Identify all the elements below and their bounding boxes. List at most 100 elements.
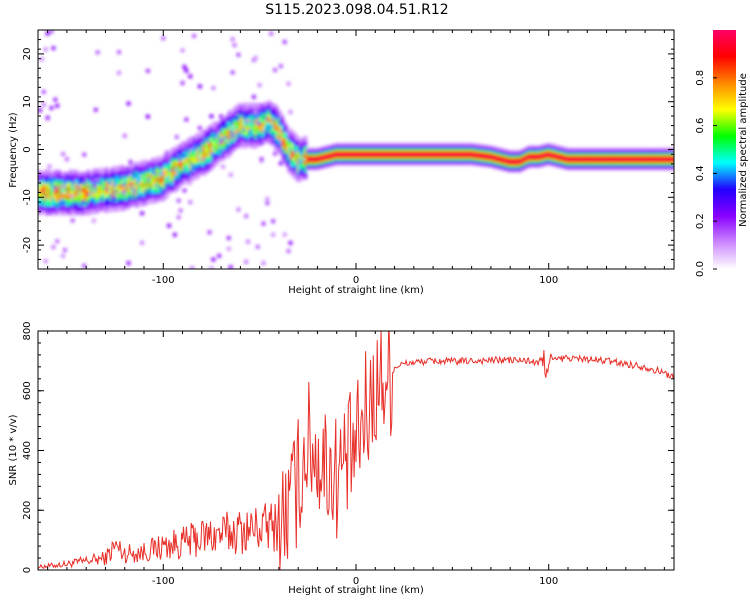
heatmap-cell — [177, 172, 181, 176]
heatmap-cell — [129, 163, 133, 167]
spectrogram-xlabel: Height of straight line (km) — [288, 285, 424, 296]
heatmap-cell — [246, 124, 250, 128]
heatmap-cell — [211, 86, 216, 91]
heatmap-cell — [75, 186, 79, 190]
heatmap-cell — [420, 152, 424, 156]
heatmap-cell — [235, 131, 239, 135]
heatmap-cell — [134, 176, 138, 180]
heatmap-cell — [298, 143, 302, 147]
heatmap-cell — [549, 160, 553, 164]
heatmap-cell — [132, 169, 136, 173]
heatmap-cell — [396, 150, 400, 154]
heatmap-cell — [129, 191, 133, 195]
heatmap-cell — [520, 151, 524, 155]
heatmap-cell — [265, 101, 269, 105]
heatmap-cell — [53, 188, 57, 192]
y-tick-label: 0 — [22, 567, 33, 573]
heatmap-cell — [229, 124, 233, 128]
heatmap-cell — [358, 159, 362, 163]
heatmap-cell — [527, 148, 531, 151]
heatmap-cell — [531, 150, 535, 154]
colorbar-tick-label: 0.6 — [695, 118, 706, 134]
heatmap-cell — [107, 202, 111, 206]
heatmap-cell — [610, 159, 614, 163]
heatmap-cell — [65, 174, 69, 178]
heatmap-cell — [472, 155, 476, 159]
heatmap-cell — [581, 155, 585, 159]
heatmap-cell — [140, 211, 145, 216]
heatmap-cell — [103, 186, 107, 190]
heatmap-cell — [508, 155, 512, 159]
heatmap-cell — [425, 143, 429, 147]
heatmap-cell — [294, 160, 298, 164]
heatmap-cell — [429, 143, 433, 147]
heatmap-cell — [100, 169, 104, 173]
heatmap-cell — [367, 157, 371, 161]
heatmap-cell — [155, 178, 159, 182]
heatmap-cell — [260, 142, 264, 146]
heatmap-cell — [472, 153, 476, 157]
heatmap-cell — [298, 169, 302, 173]
heatmap-cell — [601, 164, 605, 168]
heatmap-cell — [287, 167, 291, 171]
heatmap-cell — [450, 162, 454, 166]
heatmap-cell — [475, 160, 479, 164]
heatmap-cell — [258, 128, 262, 132]
heatmap-cell — [283, 157, 287, 161]
heatmap-cell — [379, 159, 383, 163]
heatmap-cell — [645, 162, 649, 166]
heatmap-cell — [637, 157, 641, 161]
heatmap-cell — [431, 155, 435, 159]
heatmap-cell — [539, 147, 543, 151]
heatmap-cell — [152, 198, 156, 202]
heatmap-cell — [196, 157, 200, 161]
heatmap-cell — [236, 113, 240, 117]
heatmap-cell — [454, 157, 458, 161]
heatmap-cell — [306, 159, 310, 163]
heatmap-cell — [402, 152, 406, 156]
heatmap-cell — [314, 157, 318, 161]
heatmap-cell — [132, 162, 136, 166]
heatmap-cell — [366, 145, 370, 149]
heatmap-cell — [626, 157, 630, 161]
heatmap-cell — [215, 148, 219, 152]
heatmap-cell — [186, 164, 190, 168]
heatmap-cell — [447, 152, 451, 156]
heatmap-cell — [574, 159, 578, 163]
heatmap-cell — [261, 115, 265, 119]
heatmap-cell — [294, 165, 298, 169]
heatmap-cell — [473, 153, 477, 157]
heatmap-cell — [117, 170, 121, 174]
heatmap-cell — [396, 143, 400, 147]
heatmap-cell — [556, 152, 560, 156]
heatmap-cell — [198, 168, 202, 172]
heatmap-cell — [217, 149, 221, 153]
heatmap-cell — [570, 155, 574, 159]
heatmap-cell — [327, 145, 331, 149]
heatmap-cell — [98, 175, 102, 179]
heatmap-cell — [489, 152, 493, 156]
heatmap-cell — [435, 145, 439, 149]
heatmap-cell — [235, 117, 239, 121]
heatmap-cell — [115, 189, 119, 193]
heatmap-cell — [146, 166, 150, 170]
heatmap-cell — [304, 174, 308, 178]
heatmap-cell — [204, 147, 208, 151]
heatmap-cell — [622, 162, 626, 166]
heatmap-cell — [142, 169, 146, 173]
heatmap-cell — [129, 199, 133, 203]
heatmap-cell — [236, 132, 240, 136]
heatmap-cell — [269, 133, 273, 137]
heatmap-cell — [202, 153, 206, 157]
heatmap-cell — [639, 152, 643, 156]
heatmap-cell — [547, 145, 551, 149]
heatmap-cell — [92, 190, 96, 194]
heatmap-cell — [84, 176, 88, 180]
heatmap-cell — [155, 168, 159, 172]
heatmap-cell — [443, 150, 447, 154]
heatmap-cell — [477, 151, 481, 155]
heatmap-cell — [175, 147, 179, 151]
heatmap-cell — [204, 169, 208, 173]
heatmap-cell — [308, 150, 312, 154]
heatmap-cell — [261, 103, 265, 107]
